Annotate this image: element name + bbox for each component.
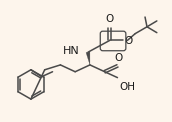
Text: HN: HN	[63, 46, 80, 56]
Text: OH: OH	[119, 81, 136, 92]
Text: O: O	[114, 53, 123, 63]
Text: O: O	[105, 14, 114, 24]
Polygon shape	[86, 52, 90, 65]
Text: O: O	[124, 36, 133, 46]
